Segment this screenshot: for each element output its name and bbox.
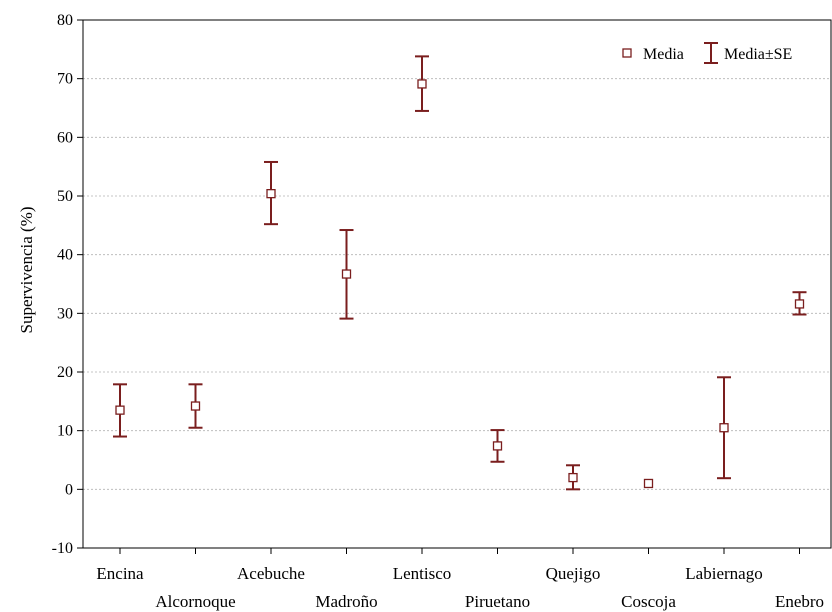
legend-label-se: Media±SE xyxy=(724,46,792,63)
x-tick-label: Alcornoque xyxy=(155,592,235,611)
y-axis-title: Supervivencia (%) xyxy=(17,207,36,334)
x-tick-label: Piruetano xyxy=(465,592,530,611)
y-tick-label: -10 xyxy=(52,540,73,557)
legend: Media Media±SE xyxy=(622,42,792,64)
mean-point xyxy=(190,401,201,411)
mean-point xyxy=(719,423,729,433)
mean-point xyxy=(417,79,427,89)
y-tick-label: 20 xyxy=(57,364,73,381)
mean-point xyxy=(492,441,503,451)
x-tick-label: Lentisco xyxy=(393,564,452,583)
grid-lines xyxy=(83,78,831,490)
y-tick-label: 70 xyxy=(57,71,73,88)
y-ticks: -10 0 10 20 30 40 50 60 70 80 xyxy=(52,12,83,557)
y-tick-label: 0 xyxy=(65,481,73,498)
plot-frame xyxy=(82,19,832,549)
y-tick-label: 50 xyxy=(57,188,73,205)
legend-marker-se xyxy=(704,42,718,64)
mean-point xyxy=(568,472,578,483)
legend-marker-media xyxy=(622,48,632,58)
axes xyxy=(82,19,832,549)
y-tick-label: 40 xyxy=(57,247,73,264)
mean-point xyxy=(794,299,805,309)
x-tick-label: Acebuche xyxy=(237,564,305,583)
mean-point xyxy=(115,405,125,415)
x-tick-label: Madroño xyxy=(315,592,377,611)
y-tick-label: 30 xyxy=(57,305,73,322)
x-tick-label: Coscoja xyxy=(621,592,676,611)
x-tick-label: Enebro xyxy=(775,592,824,611)
y-tick-label: 60 xyxy=(57,129,73,146)
mean-point xyxy=(643,478,654,489)
mean-point xyxy=(341,269,352,279)
legend-label-media: Media xyxy=(643,46,684,63)
error-bars xyxy=(113,55,807,491)
x-tick-label: Quejigo xyxy=(546,564,601,583)
x-tick-label: Encina xyxy=(96,564,144,583)
y-tick-label: 10 xyxy=(57,423,73,440)
x-tick-label: Labiernago xyxy=(685,564,762,583)
mean-point xyxy=(266,189,276,199)
y-tick-label: 80 xyxy=(57,12,73,29)
mean-points xyxy=(115,79,805,489)
